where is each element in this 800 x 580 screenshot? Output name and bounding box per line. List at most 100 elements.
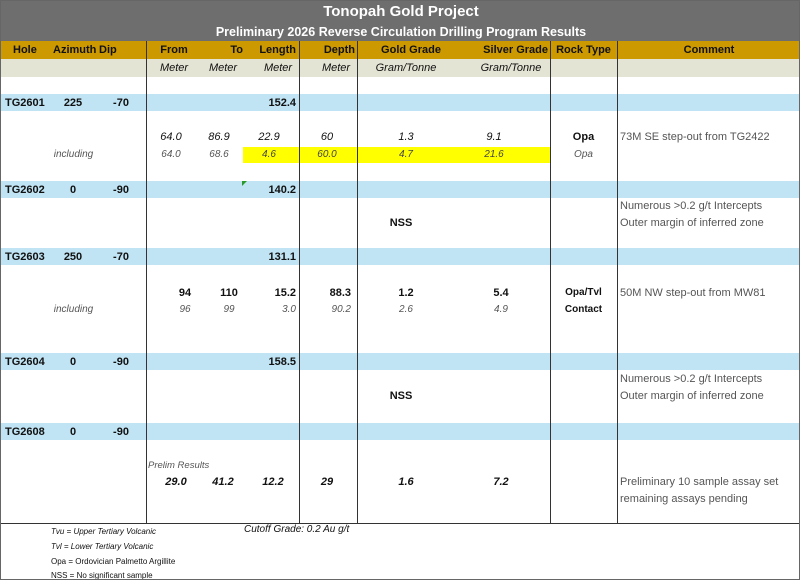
header-length: Length (259, 44, 296, 56)
silver-grade: 5.4 (493, 287, 509, 299)
dip: -70 (113, 97, 129, 109)
hole-row-bg (1, 181, 799, 198)
dip: -90 (113, 356, 129, 368)
depth: 29 (320, 476, 334, 488)
comment: 73M SE step-out from TG2422 (620, 131, 770, 143)
dip: -70 (113, 251, 129, 263)
header-from: From (160, 44, 188, 56)
header-silver: Silver Grade (483, 44, 548, 56)
header-depth: Depth (323, 44, 355, 56)
rock-type: Opa (574, 149, 593, 160)
hole-id: TG2608 (5, 426, 45, 438)
nss-result: NSS (389, 390, 413, 402)
hole-row-bg (1, 353, 799, 370)
unit-length: Meter (263, 62, 293, 74)
header-dip: Dip (99, 44, 117, 56)
header-band (1, 41, 799, 59)
table-bottom-rule (1, 523, 799, 524)
gold-grade: 1.3 (398, 131, 414, 143)
from: 94 (178, 287, 192, 299)
unit-silver: Gram/Tonne (480, 62, 542, 74)
comment: remaining assays pending (620, 493, 748, 505)
to: 41.2 (212, 476, 234, 488)
including-label: including (53, 149, 94, 160)
to: 68.6 (209, 149, 229, 160)
including-label: including (53, 304, 94, 315)
rock-type: Opa/Tvl (565, 287, 602, 298)
depth: 60 (320, 131, 334, 143)
hole-row-bg (1, 248, 799, 265)
prelim-note: Prelim Results (148, 460, 210, 471)
header-rock: Rock Type (556, 44, 611, 56)
highlight (243, 147, 550, 163)
comment: Outer margin of inferred zone (620, 390, 764, 402)
gold-grade: 2.6 (399, 304, 413, 315)
depth: 88.3 (329, 287, 351, 299)
hole-row-bg (1, 423, 799, 440)
length: 3.0 (282, 304, 296, 315)
nss-result: NSS (389, 217, 413, 229)
azimuth: 250 (63, 251, 83, 263)
rock-type: Opa (572, 131, 595, 143)
legend-item: Tvl = Lower Tertiary Volcanic (51, 542, 154, 551)
header-azimuth: Azimuth (53, 44, 97, 56)
azimuth: 0 (69, 426, 77, 438)
unit-depth: Meter (321, 62, 351, 74)
length: 15.2 (274, 287, 296, 299)
cutoff-grade: Cutoff Grade: 0.2 Au g/t (244, 524, 350, 535)
hole-id: TG2603 (5, 251, 45, 263)
dip: -90 (113, 426, 129, 438)
column-divider (550, 41, 551, 523)
gold-grade: 4.7 (399, 149, 413, 160)
legend-item: Tvu = Upper Tertiary Volcanic (51, 527, 157, 536)
depth: 60.0 (317, 149, 337, 160)
from: 29.0 (165, 476, 187, 488)
hole-id: TG2601 (5, 97, 45, 109)
column-divider (299, 41, 300, 523)
length: 22.9 (258, 131, 280, 143)
hole-length: 158.5 (268, 356, 296, 368)
legend-item: NSS = No significant sample (51, 571, 153, 580)
hole-length: 140.2 (268, 184, 296, 196)
silver-grade: 21.6 (484, 149, 504, 160)
legend-item: Opa = Ordovician Palmetto Argillite (51, 557, 176, 566)
length: 12.2 (262, 476, 284, 488)
depth: 90.2 (331, 304, 351, 315)
from: 64.0 (160, 131, 182, 143)
length: 4.6 (262, 149, 276, 160)
dip: -90 (113, 184, 129, 196)
page-title: Tonopah Gold Project (323, 3, 479, 20)
rock-type: Contact (564, 304, 603, 315)
silver-grade: 9.1 (486, 131, 502, 143)
to: 110 (220, 287, 238, 299)
gold-grade: 1.6 (398, 476, 414, 488)
gold-grade: 1.2 (398, 287, 414, 299)
to: 99 (223, 304, 235, 315)
to: 86.9 (208, 131, 230, 143)
cell-comment-marker (242, 181, 247, 186)
from: 96 (179, 304, 191, 315)
silver-grade: 7.2 (493, 476, 509, 488)
azimuth: 225 (63, 97, 83, 109)
comment: Numerous >0.2 g/t Intercepts (620, 200, 763, 212)
title-band (1, 1, 799, 41)
column-divider (617, 41, 618, 523)
column-divider (357, 41, 358, 523)
comment: 50M NW step-out from MW81 (620, 287, 766, 299)
comment: Preliminary 10 sample assay set (620, 476, 779, 488)
units-band (1, 59, 799, 77)
azimuth: 0 (69, 184, 77, 196)
unit-from: Meter (159, 62, 189, 74)
hole-row-bg (1, 94, 799, 111)
azimuth: 0 (69, 356, 77, 368)
unit-gold: Gram/Tonne (375, 62, 437, 74)
column-divider (146, 41, 147, 523)
comment: Numerous >0.2 g/t Intercepts (620, 373, 763, 385)
unit-to: Meter (208, 62, 238, 74)
hole-length: 131.1 (268, 251, 296, 263)
header-hole: Hole (13, 44, 37, 56)
header-comment: Comment (683, 44, 735, 56)
header-to: To (230, 44, 243, 56)
comment: Outer margin of inferred zone (620, 217, 764, 229)
